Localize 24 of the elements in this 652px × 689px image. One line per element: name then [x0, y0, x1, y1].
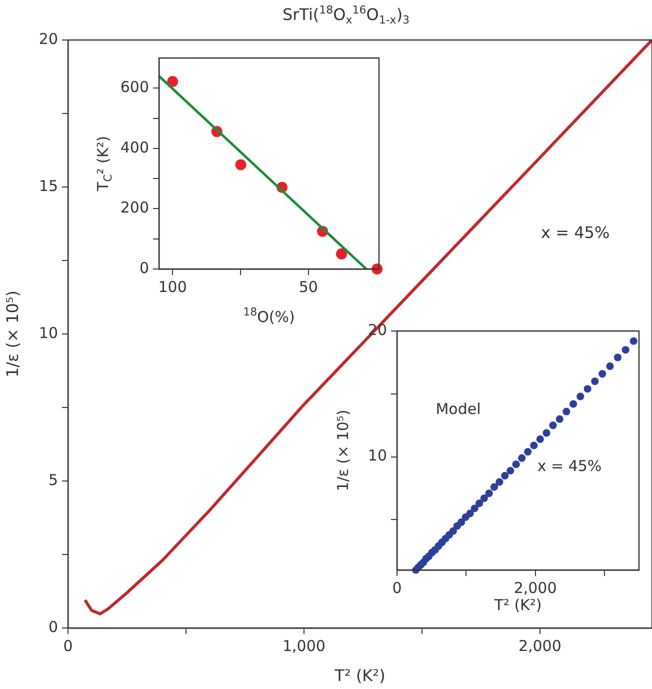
x-tick-label: 50: [298, 278, 318, 296]
x-tick-label: 100: [158, 278, 187, 296]
y-tick-label: 20: [38, 30, 58, 48]
y-tick-label: 600: [120, 78, 149, 96]
y-axis-title: 1/ε (× 10⁵): [334, 410, 352, 492]
x-axis-title: T² (K²): [493, 596, 542, 614]
y-tick-label: 15: [38, 176, 58, 195]
y-axis-title: TC² (K²): [94, 136, 114, 192]
annotation: x = 45%: [537, 457, 602, 476]
x-tick-label: 1,000: [282, 636, 326, 655]
x-axis-title: T² (K²): [334, 666, 386, 686]
y-tick-label: 10: [38, 324, 58, 342]
y-tick-label: 10: [368, 446, 387, 465]
y-tick-label: 400: [120, 138, 149, 156]
y-tick-label: 0: [48, 618, 58, 636]
y-axis-title: 1/ε (× 10⁵): [3, 290, 22, 378]
x-tick-label: 2,000: [518, 636, 562, 655]
annotation: Model: [436, 400, 481, 418]
y-tick-label: 200: [120, 198, 149, 217]
annotation: x = 45%: [541, 223, 610, 242]
y-tick-label: 5: [48, 470, 58, 489]
x-tick-label: 0: [63, 636, 73, 655]
x-tick-label: 2,000: [514, 578, 557, 597]
y-tick-label: 0: [139, 258, 149, 277]
